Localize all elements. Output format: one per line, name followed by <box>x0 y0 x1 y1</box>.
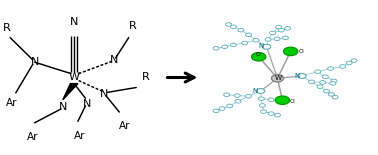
Text: Ar: Ar <box>119 121 131 131</box>
Ellipse shape <box>224 93 230 96</box>
Ellipse shape <box>320 81 326 84</box>
Ellipse shape <box>260 110 266 113</box>
Text: W: W <box>69 73 80 82</box>
Ellipse shape <box>324 89 330 93</box>
Ellipse shape <box>219 107 225 110</box>
Ellipse shape <box>298 73 306 78</box>
Ellipse shape <box>259 104 265 107</box>
Ellipse shape <box>322 75 328 78</box>
Text: N: N <box>100 89 108 99</box>
Ellipse shape <box>332 95 338 99</box>
Ellipse shape <box>268 112 274 115</box>
Ellipse shape <box>227 104 233 108</box>
Ellipse shape <box>330 82 336 85</box>
Ellipse shape <box>265 38 271 41</box>
Ellipse shape <box>253 39 259 42</box>
Ellipse shape <box>284 47 298 56</box>
Text: Cl: Cl <box>255 52 261 57</box>
Ellipse shape <box>258 97 264 100</box>
Ellipse shape <box>231 25 237 29</box>
Ellipse shape <box>328 67 334 70</box>
Text: R: R <box>129 21 136 31</box>
Ellipse shape <box>331 79 337 83</box>
Ellipse shape <box>317 85 323 89</box>
Text: Ar: Ar <box>27 132 39 142</box>
Ellipse shape <box>213 109 219 113</box>
Ellipse shape <box>234 94 240 97</box>
Text: N: N <box>259 43 264 49</box>
Ellipse shape <box>315 70 321 73</box>
Ellipse shape <box>277 99 283 103</box>
Ellipse shape <box>346 61 352 65</box>
Ellipse shape <box>340 65 345 68</box>
Ellipse shape <box>245 95 251 98</box>
Ellipse shape <box>242 41 248 45</box>
Ellipse shape <box>271 75 284 82</box>
Text: Cl: Cl <box>299 49 304 54</box>
Text: W: W <box>275 75 282 81</box>
Ellipse shape <box>238 28 244 32</box>
Ellipse shape <box>262 44 271 49</box>
Ellipse shape <box>235 100 241 103</box>
Ellipse shape <box>222 45 228 49</box>
Ellipse shape <box>245 33 251 37</box>
Text: N: N <box>30 57 39 67</box>
Ellipse shape <box>275 96 290 104</box>
Ellipse shape <box>308 80 314 84</box>
Ellipse shape <box>226 23 232 26</box>
Polygon shape <box>63 84 78 100</box>
Ellipse shape <box>256 89 265 93</box>
Text: N: N <box>59 102 67 112</box>
Text: N: N <box>294 73 299 78</box>
Text: Ar: Ar <box>74 131 85 141</box>
Ellipse shape <box>251 53 266 61</box>
Ellipse shape <box>328 93 335 96</box>
Text: N: N <box>110 55 118 65</box>
Text: R: R <box>3 23 10 33</box>
Ellipse shape <box>278 28 284 32</box>
Text: R: R <box>142 73 150 82</box>
Ellipse shape <box>270 31 276 35</box>
Ellipse shape <box>268 98 274 102</box>
Ellipse shape <box>276 25 282 29</box>
Ellipse shape <box>282 36 288 40</box>
Ellipse shape <box>274 113 280 117</box>
Ellipse shape <box>274 37 280 41</box>
Ellipse shape <box>231 43 237 47</box>
Ellipse shape <box>351 59 357 62</box>
Ellipse shape <box>213 46 219 50</box>
Text: Cl: Cl <box>290 99 296 104</box>
Ellipse shape <box>285 27 291 30</box>
Text: N: N <box>70 17 78 27</box>
Text: N: N <box>83 99 91 109</box>
Text: N: N <box>253 88 258 94</box>
Text: Ar: Ar <box>6 98 18 108</box>
